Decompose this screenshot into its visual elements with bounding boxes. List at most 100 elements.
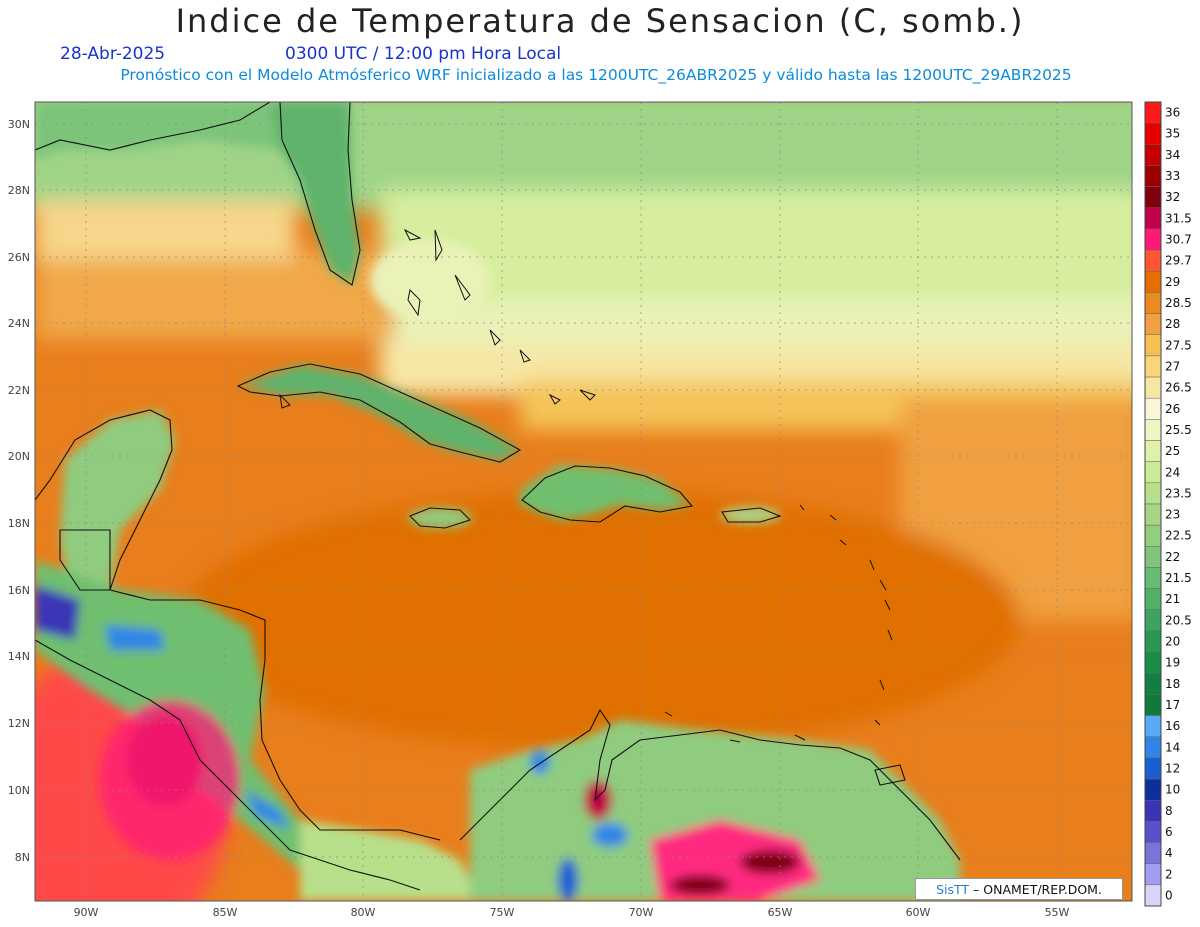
sistt-logo: SisTT (936, 881, 970, 897)
colorbar-label: 30.7 (1165, 233, 1192, 247)
lat-ticks: 8N 10N 12N 14N 16N 18N 20N 22N 24N 26N 2… (8, 118, 30, 864)
lat-tick-label: 8N (15, 851, 30, 864)
colorbar-label: 22.5 (1165, 529, 1192, 543)
coast-hispaniola (521, 465, 694, 523)
colorbar-swatch (1144, 673, 1162, 695)
colorbar-label: 21.5 (1165, 571, 1192, 585)
land-colombia-blue-3 (530, 750, 550, 774)
colorbar-swatch (1144, 588, 1162, 611)
coast-central-america-pacific (35, 639, 421, 891)
lon-tick-label: 90W (74, 906, 99, 919)
colorbar-swatch (1144, 778, 1162, 801)
colorbar-label: 23.5 (1165, 486, 1192, 500)
colorbar-swatch (1144, 799, 1162, 822)
land-honduras-blue (105, 625, 165, 650)
colorbar-label: 25.5 (1165, 423, 1192, 437)
colorbar-label: 2 (1165, 867, 1173, 881)
lon-tick-label: 60W (906, 906, 931, 919)
lat-tick-label: 24N (8, 317, 30, 330)
colorbar-swatch (1144, 821, 1162, 843)
colorbar-swatch (1144, 376, 1162, 399)
coast-yucatan (35, 409, 173, 591)
land-panama (300, 820, 480, 900)
lat-tick-label: 30N (8, 118, 30, 131)
land-south-america (470, 720, 960, 901)
colorbar-swatch (1144, 228, 1162, 251)
lon-tick-label: 80W (351, 906, 376, 919)
colorbar-swatch (1144, 440, 1162, 462)
valid-time: 0300 UTC / 12:00 pm Hora Local (285, 44, 562, 64)
land-yucatan (60, 410, 175, 590)
colorbar-swatch (1144, 651, 1162, 674)
colorbar-swatch (1144, 397, 1162, 420)
coast-colombia (459, 708, 961, 861)
colorbar-label: 20 (1165, 635, 1180, 649)
colorbar-swatch (1144, 313, 1162, 335)
colorbar-swatch (1144, 334, 1162, 357)
lat-tick-label: 10N (8, 784, 30, 797)
land-guatemala-blue (35, 585, 80, 640)
lon-tick-label: 75W (490, 906, 515, 919)
lon-ticks: 90W 85W 80W 75W 70W 65W 60W 55W (74, 906, 1070, 919)
field-gulf-light (35, 200, 295, 260)
land-maracaibo-hot (584, 780, 612, 820)
temperature-field (35, 102, 1132, 901)
land-southeast-us (35, 102, 280, 160)
colorbar-label: 4 (1165, 846, 1173, 860)
colorbar-label: 27.5 (1165, 338, 1192, 352)
colorbar-label: 23 (1165, 508, 1180, 522)
colorbar-label: 0 (1165, 888, 1173, 902)
colorbar-swatch (1144, 419, 1162, 441)
colorbar-swatch (1144, 757, 1162, 780)
colorbar-swatch (1144, 482, 1162, 505)
lon-tick-label: 85W (213, 906, 238, 919)
colorbar-swatch (1144, 842, 1162, 864)
colorbar-frame (1144, 101, 1162, 907)
lat-tick-label: 22N (8, 384, 30, 397)
colorbar-label: 25 (1165, 444, 1180, 458)
colorbar-swatch (1144, 524, 1162, 547)
lat-tick-label: 20N (8, 450, 30, 463)
field-carib-warm (180, 490, 1020, 750)
lat-tick-label: 14N (8, 650, 30, 663)
field-bahamas-cool (370, 240, 490, 320)
colorbar-swatch (1144, 863, 1162, 886)
colorbar-label: 24 (1165, 465, 1180, 479)
colorbar-label: 26.5 (1165, 381, 1192, 395)
colorbar-swatch (1144, 122, 1162, 145)
colorbar-swatch (1144, 249, 1162, 272)
colorbar-label: 6 (1165, 825, 1173, 839)
colorbar-label: 18 (1165, 677, 1180, 691)
colorbar-swatch (1144, 292, 1162, 314)
colorbar-swatch (1144, 736, 1162, 759)
forecast-date: 28-Abr-2025 (60, 44, 166, 64)
colorbar-swatch (1144, 144, 1162, 166)
coast-central-america-caribbean (109, 589, 441, 841)
islands (279, 228, 893, 743)
colorbar-swatch (1144, 355, 1162, 378)
coast-puerto-rico (721, 507, 782, 523)
colorbar-swatch (1144, 567, 1162, 589)
land-costa-rica-blue (245, 790, 290, 830)
colorbar-label: 16 (1165, 719, 1180, 733)
lon-tick-label: 55W (1045, 906, 1070, 919)
colorbar-swatch (1144, 715, 1162, 737)
lon-tick-label: 70W (629, 906, 654, 919)
land-colombia-blue-2 (558, 858, 578, 901)
colorbar-label: 34 (1165, 148, 1180, 162)
colorbar-label: 28 (1165, 317, 1180, 331)
coast-florida (35, 102, 361, 286)
colorbar-label: 14 (1165, 740, 1180, 754)
colorbar-label: 28.5 (1165, 296, 1192, 310)
land-jamaica (408, 508, 472, 528)
colorbar-label: 21 (1165, 592, 1180, 606)
colorbar-label: 8 (1165, 804, 1173, 818)
land-hispaniola (520, 465, 690, 520)
colorbar-label: 27 (1165, 359, 1180, 373)
colorbar-label: 19 (1165, 656, 1180, 670)
colorbar-swatch (1144, 694, 1162, 716)
coast-trinidad (874, 764, 906, 786)
colorbar-label: 35 (1165, 127, 1180, 141)
colorbar-swatch (1144, 271, 1162, 293)
credit-text: – ONAMET/REP.DOM. (973, 881, 1102, 897)
